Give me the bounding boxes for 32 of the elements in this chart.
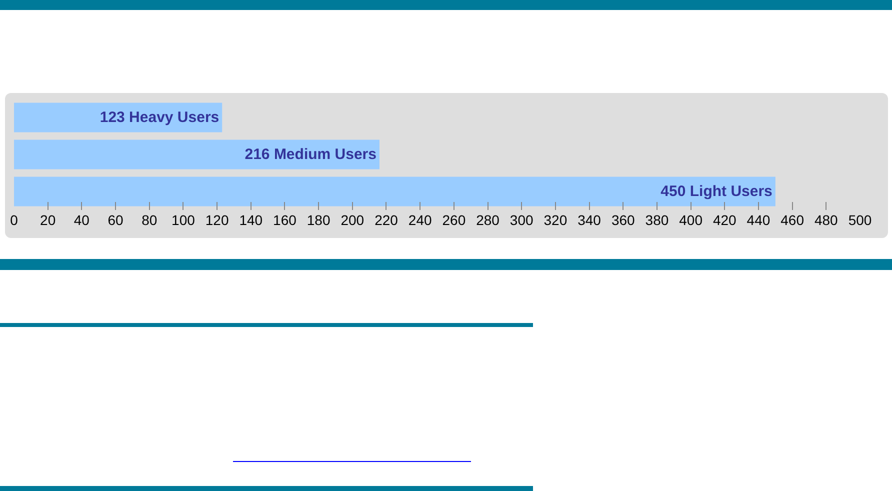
x-tick-label: 100 [172,212,196,228]
x-tick-label: 400 [679,212,703,228]
bar [14,176,776,206]
x-tick-label: 180 [306,212,330,228]
data-label: 450 Light Users [660,183,772,200]
x-tick-label: 300 [510,212,534,228]
x-tick-label: 380 [645,212,669,228]
data-label: 216 Medium Users [244,146,376,163]
x-tick-label: 240 [408,212,432,228]
x-tick-label: 500 [848,212,872,228]
x-tick-label: 140 [239,212,263,228]
bar [14,140,380,170]
x-tick-label: 20 [40,212,56,228]
x-tick-label: 60 [108,212,124,228]
x-tick-label: 260 [442,212,466,228]
x-tick-label: 80 [142,212,158,228]
x-tick-label: 480 [814,212,838,228]
x-tick-label: 200 [340,212,364,228]
x-tick-label: 120 [205,212,229,228]
bar [14,102,222,132]
x-tick-label: 420 [712,212,737,228]
x-tick-label: 320 [544,212,568,228]
x-tick-label: 280 [476,212,500,228]
x-tick-label: 160 [273,212,297,228]
x-tick-label: 460 [780,212,804,228]
x-tick-label: 440 [746,212,770,228]
x-tick-label: 40 [74,212,90,228]
data-label: 123 Heavy Users [100,109,220,126]
x-tick-label: 340 [578,212,602,228]
x-tick-label: 220 [374,212,398,228]
x-tick-label: 0 [10,212,18,228]
x-tick-label: 360 [611,212,636,228]
